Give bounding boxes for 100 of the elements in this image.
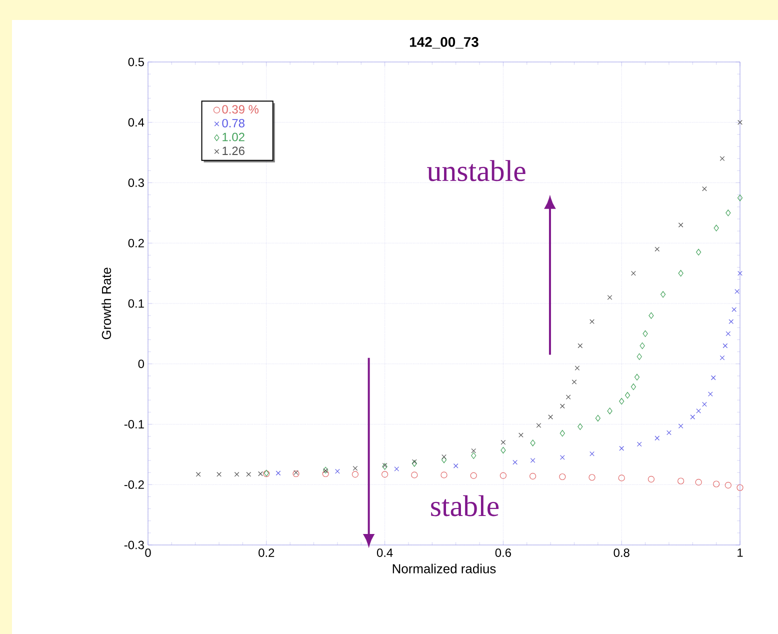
y-tick-label: 0.1 <box>128 299 144 308</box>
point <box>196 472 201 477</box>
point <box>624 392 630 399</box>
annotation: unstable <box>427 160 526 182</box>
point <box>734 288 740 294</box>
point <box>322 470 329 478</box>
point <box>636 442 642 447</box>
x-tick-label: 1 <box>738 548 743 557</box>
point <box>560 404 565 409</box>
point <box>720 355 725 360</box>
y-axis-title: Growth Rate <box>102 268 112 340</box>
point <box>500 440 506 445</box>
point <box>678 424 684 428</box>
point <box>530 440 536 446</box>
point <box>382 471 388 478</box>
point <box>588 474 596 481</box>
point <box>738 120 742 125</box>
point <box>708 392 713 396</box>
legend-label: 0.39 % <box>222 105 259 114</box>
point <box>724 482 732 489</box>
point <box>574 366 580 371</box>
point <box>595 414 600 422</box>
point <box>530 472 536 480</box>
point <box>630 384 636 390</box>
point <box>530 458 536 463</box>
x-tick-label: 0.6 <box>495 548 511 557</box>
point <box>292 470 300 478</box>
annotation: stable <box>431 495 499 516</box>
point <box>618 474 625 482</box>
point <box>737 194 743 202</box>
chart-title: 142_00_73 <box>410 37 478 48</box>
point <box>736 484 744 491</box>
y-tick-label: 0.3 <box>128 178 144 187</box>
point <box>512 460 518 465</box>
point <box>619 398 624 405</box>
point <box>394 466 400 472</box>
point <box>453 463 458 468</box>
point <box>258 471 263 476</box>
x-tick-label: 0 <box>145 548 151 557</box>
point <box>572 380 577 384</box>
point <box>560 430 565 437</box>
point <box>246 472 252 477</box>
point <box>702 402 707 407</box>
point <box>696 408 701 414</box>
point <box>352 466 358 471</box>
point <box>412 460 417 467</box>
legend-label: 1.02 <box>222 132 244 142</box>
point <box>518 432 524 438</box>
point <box>720 156 725 162</box>
point <box>710 375 716 380</box>
point <box>696 248 702 256</box>
point <box>728 319 734 324</box>
point <box>559 473 566 480</box>
point <box>726 210 731 216</box>
point <box>470 472 477 479</box>
point <box>634 374 640 380</box>
point <box>548 414 553 420</box>
point <box>690 414 696 420</box>
point <box>412 459 417 464</box>
x-axis-title: Normalized radius <box>392 564 496 574</box>
legend-label: 1.26 <box>222 146 244 156</box>
point <box>471 448 476 454</box>
point <box>607 295 612 300</box>
point <box>440 472 448 478</box>
point <box>566 394 571 400</box>
x-tick-label: 0.2 <box>258 548 274 557</box>
point <box>578 343 583 348</box>
point <box>578 423 583 430</box>
point <box>536 423 542 428</box>
y-tick-label: 0.5 <box>128 58 144 66</box>
point <box>335 468 340 474</box>
point <box>726 331 731 336</box>
point <box>714 224 719 232</box>
point <box>590 319 594 324</box>
point <box>619 446 624 451</box>
point <box>713 480 720 488</box>
point <box>678 270 684 277</box>
point <box>294 470 298 475</box>
point <box>640 342 645 350</box>
legend-label: 0.78 <box>222 118 244 128</box>
y-tick-label: -0.1 <box>124 420 144 428</box>
point <box>500 446 506 454</box>
point <box>666 430 672 436</box>
point <box>352 471 359 478</box>
point <box>642 330 648 337</box>
point <box>678 478 684 484</box>
point <box>442 454 446 460</box>
y-tick-label: -0.3 <box>124 540 144 550</box>
point <box>590 451 594 456</box>
point <box>648 476 655 482</box>
point <box>234 472 240 477</box>
point <box>654 246 660 252</box>
x-tick-label: 0.8 <box>614 548 630 557</box>
point <box>678 222 684 228</box>
point <box>216 472 222 477</box>
y-tick-label: 0 <box>138 360 144 368</box>
point <box>500 472 507 479</box>
point <box>607 408 612 414</box>
point <box>695 478 702 486</box>
point <box>654 436 660 441</box>
